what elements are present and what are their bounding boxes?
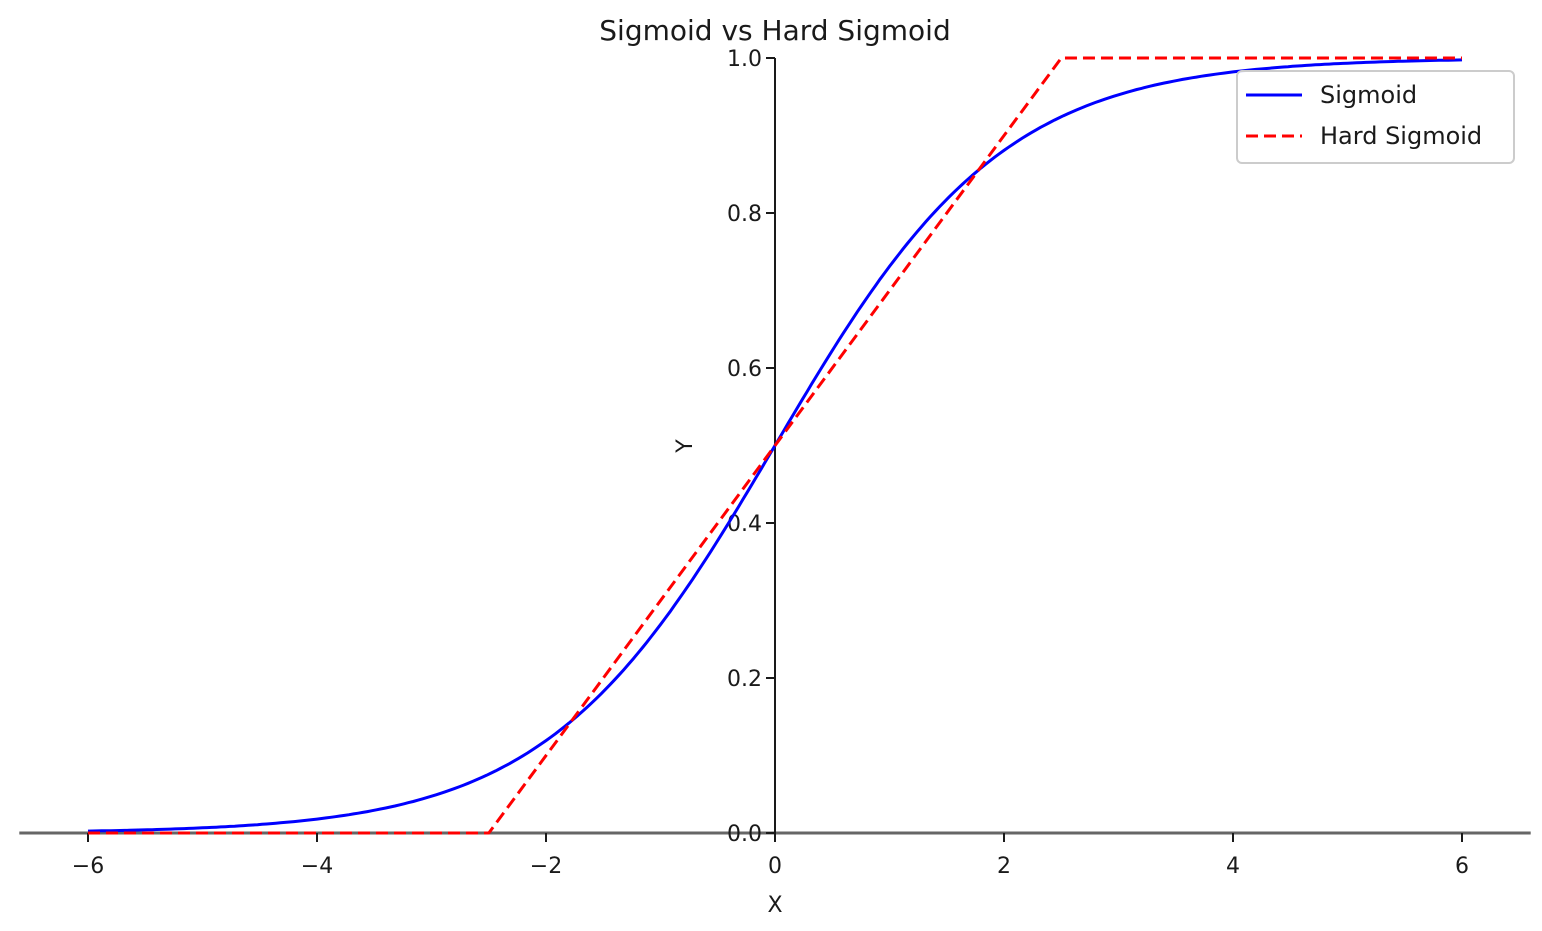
- x-tick-label: 6: [1455, 854, 1469, 879]
- x-axis-label: X: [767, 893, 782, 918]
- y-tick-label: 0.6: [727, 357, 762, 382]
- x-tick-label: −2: [530, 854, 562, 879]
- y-tick-label: 1.0: [727, 47, 762, 72]
- chart-title: Sigmoid vs Hard Sigmoid: [599, 14, 950, 47]
- y-tick-label: 0.0: [727, 822, 762, 847]
- legend-entry: Sigmoid: [1320, 81, 1417, 109]
- legend: Sigmoid Hard Sigmoid: [1236, 70, 1515, 164]
- x-tick-label: −6: [72, 854, 104, 879]
- y-tick-label: 0.8: [727, 202, 762, 227]
- x-tick-label: 0: [768, 854, 782, 879]
- y-axis-label: Y: [673, 439, 698, 454]
- legend-entry: Hard Sigmoid: [1320, 122, 1482, 150]
- legend-frame: [1236, 70, 1515, 164]
- series-group: [87, 56, 1463, 835]
- ticks: −6 −4 −2 0 2 4 60.00.20.40.60.81.0: [72, 47, 1469, 879]
- x-tick-label: −4: [301, 854, 333, 879]
- y-tick-label: 0.2: [727, 667, 762, 692]
- x-tick-label: 4: [1226, 854, 1240, 879]
- x-tick-label: 2: [997, 854, 1011, 879]
- series-line-hard-sigmoid: [88, 56, 1462, 835]
